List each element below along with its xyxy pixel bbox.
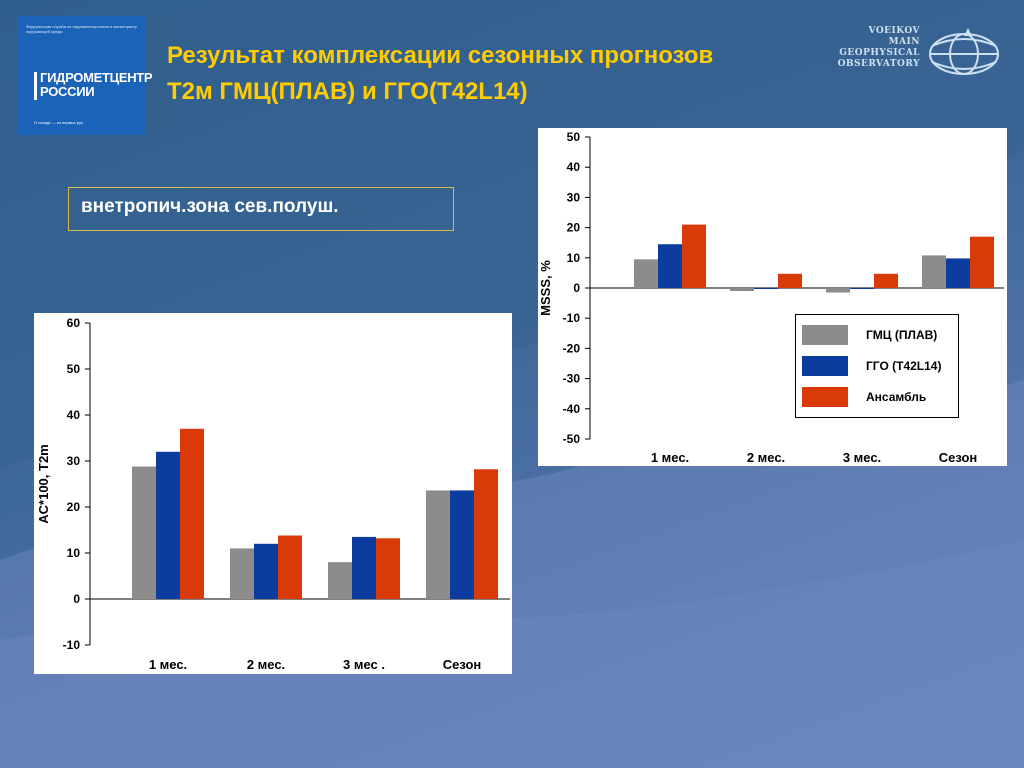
y-tick-label: 0 bbox=[73, 592, 80, 606]
msss-bar-gmc bbox=[634, 259, 658, 288]
logo-small-text: Федеральная служба по гидрометеорологии … bbox=[26, 24, 137, 34]
globe-icon bbox=[929, 28, 999, 75]
legend-swatch-ggo bbox=[802, 356, 848, 376]
x-tick-label: Сезон bbox=[939, 450, 978, 465]
logo-motto: О погоде — из первых рук bbox=[34, 120, 83, 125]
msss-bar-ensemble bbox=[970, 236, 994, 288]
zone-label: внетропич.зона сев.полуш. bbox=[68, 187, 454, 231]
ac-bar-ggo bbox=[352, 536, 376, 599]
ac-bar-ggo bbox=[450, 490, 474, 599]
ac-chart: 60 50 40 30 20 10 0 -10 AC*100, T2m 1 мес. 2 мес. 3… bbox=[34, 313, 512, 674]
legend-swatch-ensemble bbox=[802, 387, 848, 407]
msss-bar-ensemble bbox=[682, 224, 706, 288]
ac-bar-gmc bbox=[132, 466, 156, 599]
ac-bar-gmc bbox=[426, 490, 450, 599]
y-tick-label: -10 bbox=[63, 638, 81, 652]
y-tick-label: 0 bbox=[573, 281, 580, 295]
page-title: Результат комплексации сезонных прогнозо… bbox=[167, 38, 827, 110]
logo-name: ГИДРОМЕТЦЕНТР РОССИИ bbox=[40, 70, 153, 99]
x-tick-label: Сезон bbox=[443, 657, 482, 672]
voeikov-line4: OBSERVATORY bbox=[837, 59, 920, 69]
y-tick-label: 50 bbox=[67, 362, 81, 376]
page-title-line2: T2м ГМЦ(ПЛАВ) и ГГО(T42L14) bbox=[167, 78, 528, 105]
hydrometcenter-logo: Федеральная служба по гидрометеорологии … bbox=[18, 16, 153, 135]
y-tick-label: 30 bbox=[567, 190, 581, 204]
msss-bar-ensemble bbox=[874, 273, 898, 288]
ac-bar-ensemble bbox=[474, 469, 498, 599]
ac-bar-gmc bbox=[328, 562, 352, 599]
legend-item-ggo: ГГО (T42L14) bbox=[802, 356, 952, 376]
msss-bar-ggo bbox=[946, 258, 970, 288]
legend-label-ensemble: Ансамбль bbox=[866, 390, 927, 404]
y-tick-label: 20 bbox=[67, 500, 81, 514]
ac-bar-ggo bbox=[254, 543, 278, 599]
x-tick-label: 1 мес. bbox=[651, 450, 689, 465]
legend-label-gmc: ГМЦ (ПЛАВ) bbox=[866, 328, 938, 342]
msss-bar-gmc bbox=[922, 255, 946, 288]
legend-item-gmc: ГМЦ (ПЛАВ) bbox=[802, 325, 952, 345]
y-tick-label: 50 bbox=[567, 130, 581, 144]
legend-swatch-gmc bbox=[802, 325, 848, 345]
msss-bar-ggo bbox=[754, 288, 778, 289]
msss-bar-ggo bbox=[658, 244, 682, 288]
legend-item-ensemble: Ансамбль bbox=[802, 387, 952, 407]
logo-name-line2: РОССИИ bbox=[40, 84, 95, 99]
x-tick-label: 2 мес. bbox=[247, 657, 285, 672]
x-tick-label: 3 мес. bbox=[843, 450, 881, 465]
y-tick-label: 40 bbox=[567, 160, 581, 174]
legend: ГМЦ (ПЛАВ) ГГО (T42L14) Ансамбль bbox=[795, 314, 959, 418]
logo-bar bbox=[34, 72, 37, 100]
ac-bar-ggo bbox=[156, 451, 180, 599]
msss-bar-gmc bbox=[730, 288, 754, 292]
y-tick-label: -20 bbox=[563, 341, 581, 355]
y-tick-label: 30 bbox=[67, 454, 81, 468]
ac-bar-gmc bbox=[230, 548, 254, 599]
y-tick-label: -10 bbox=[563, 311, 581, 325]
voeikov-line3: GEOPHYSICAL bbox=[839, 48, 920, 58]
y-axis-label: MSSS, % bbox=[538, 260, 553, 316]
voeikov-logo: VOEIKOV MAIN GEOPHYSICAL OBSERVATORY bbox=[828, 26, 1008, 82]
ac-bar-ensemble bbox=[180, 428, 204, 599]
voeikov-line2: MAIN bbox=[888, 37, 920, 47]
y-tick-label: 20 bbox=[567, 221, 581, 235]
msss-bar-ensemble bbox=[778, 273, 802, 288]
y-axis-label: AC*100, T2m bbox=[36, 444, 51, 523]
voeikov-line1: VOEIKOV bbox=[868, 26, 920, 36]
ac-bar-ensemble bbox=[376, 538, 400, 599]
x-tick-label: 1 мес. bbox=[149, 657, 187, 672]
voeikov-logo-text: VOEIKOV MAIN GEOPHYSICAL OBSERVATORY bbox=[838, 26, 920, 70]
y-tick-label: 40 bbox=[67, 408, 81, 422]
y-tick-label: 10 bbox=[67, 546, 81, 560]
ac-bar-ensemble bbox=[278, 535, 302, 599]
y-tick-label: -50 bbox=[563, 432, 581, 446]
page-title-line1: Результат комплексации сезонных прогнозо… bbox=[167, 42, 714, 69]
y-tick-label: -40 bbox=[563, 402, 581, 416]
legend-label-ggo: ГГО (T42L14) bbox=[866, 359, 942, 373]
logo-name-line1: ГИДРОМЕТЦЕНТР bbox=[40, 70, 153, 85]
y-tick-label: 60 bbox=[67, 316, 81, 330]
msss-bar-ggo bbox=[850, 288, 874, 289]
y-tick-label: -30 bbox=[563, 372, 581, 386]
x-tick-label: 3 мес . bbox=[343, 657, 385, 672]
msss-bar-gmc bbox=[826, 288, 850, 293]
y-tick-label: 10 bbox=[567, 251, 581, 265]
x-tick-label: 2 мес. bbox=[747, 450, 785, 465]
msss-chart: 50 40 30 20 10 0 -10 -20 -30 -40 -50 MSSS, % 1 мес. 2… bbox=[538, 128, 1007, 466]
